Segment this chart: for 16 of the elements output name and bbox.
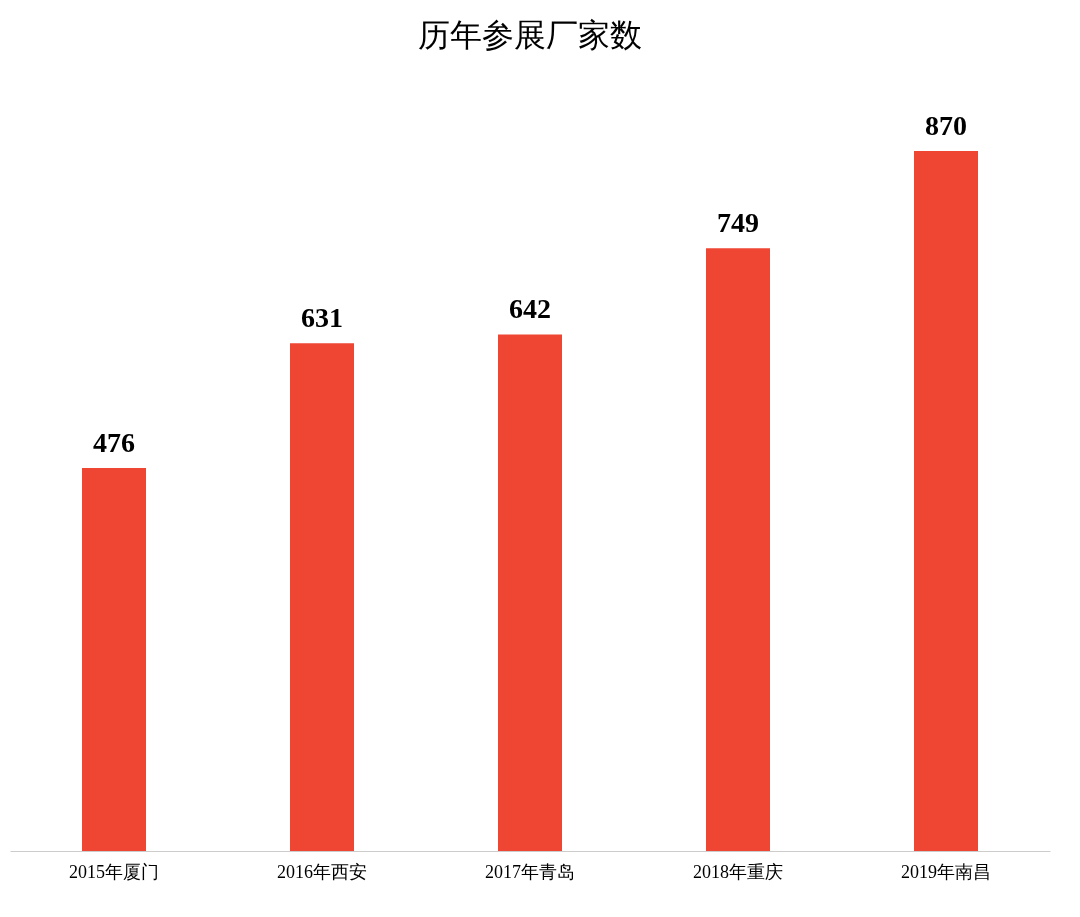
x-tick-label: 2018年重庆: [693, 861, 783, 882]
bar: [706, 248, 770, 851]
chart-title: 历年参展厂家数: [418, 17, 642, 53]
data-label: 642: [509, 293, 551, 325]
x-tick-label: 2019年南昌: [901, 861, 991, 882]
x-tick-label: 2017年青岛: [485, 861, 575, 882]
bar: [82, 468, 146, 851]
bar: [498, 334, 562, 851]
data-label: 476: [93, 427, 135, 459]
data-label: 749: [717, 207, 759, 239]
x-tick-label: 2015年厦门: [69, 861, 159, 882]
bar: [914, 151, 978, 851]
data-label: 870: [925, 110, 967, 141]
bar: [290, 343, 354, 851]
x-tick-label: 2016年西安: [277, 861, 367, 882]
data-label: 631: [301, 302, 343, 334]
